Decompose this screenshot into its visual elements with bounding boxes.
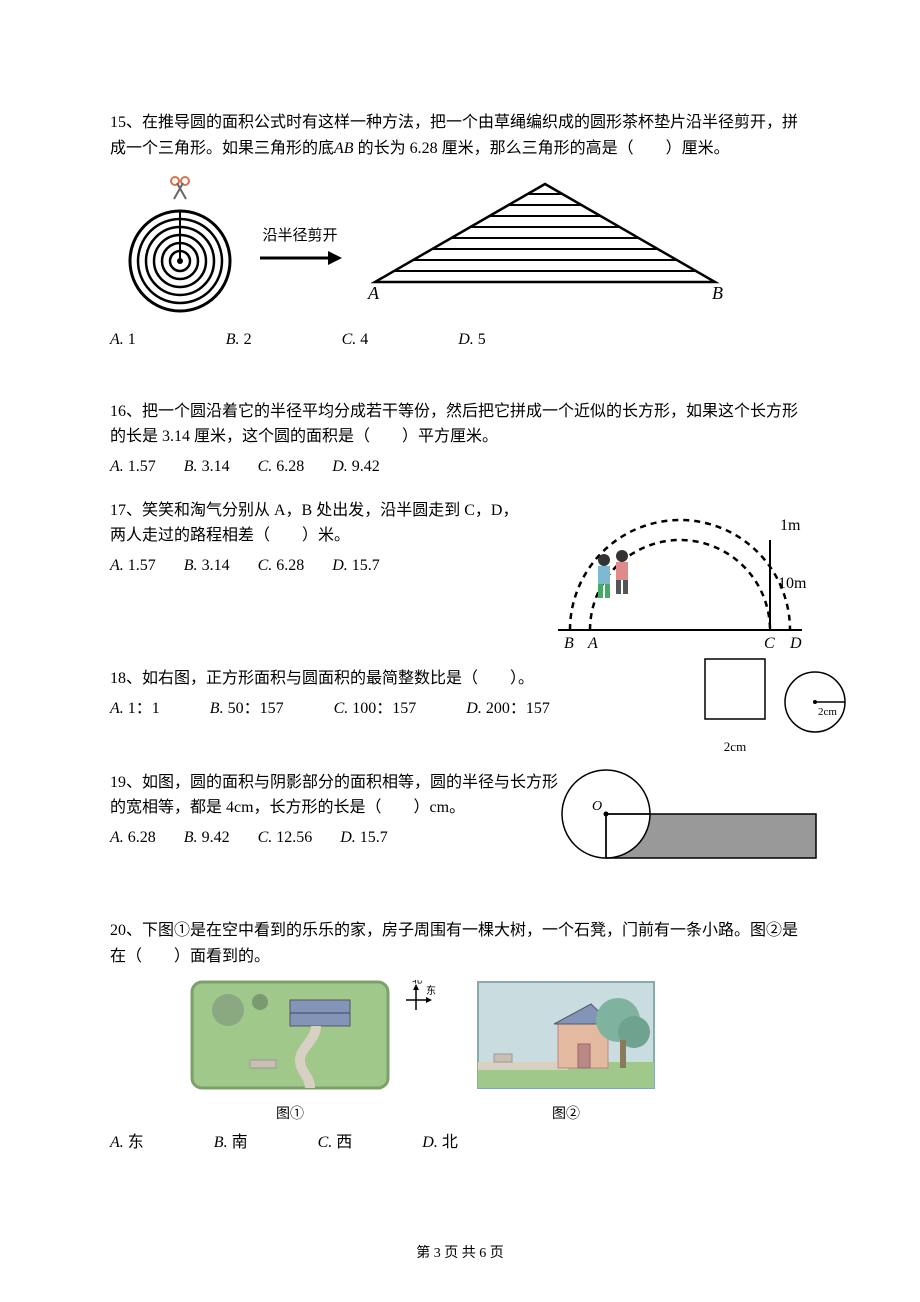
svg-text:A: A: [587, 635, 598, 650]
q15-opt-b: B. 2: [226, 327, 252, 353]
q19-figure: O: [530, 766, 820, 875]
q17-figure: 1m 10m B A C D: [540, 490, 830, 659]
q20-text: 20、下图①是在空中看到的乐乐的家，房子周围有一棵大树，一个石凳，门前有一条小路…: [110, 918, 810, 969]
circle-rect-icon: O: [530, 766, 820, 866]
q20-fig2-block: 图②: [476, 980, 656, 1127]
q19-opt-b: B. 9.42: [184, 825, 230, 851]
q17-opt-b: B. 3.14: [184, 553, 230, 579]
q19-opt-d: D. 15.7: [340, 825, 388, 851]
question-16: 16、把一个圆沿着它的半径平均分成若干等份，然后把它拼成一个近似的长方形，如果这…: [110, 399, 810, 480]
q15-opt-d: D. 5: [458, 327, 486, 353]
side-view-icon: [476, 980, 656, 1090]
svg-text:1m: 1m: [780, 517, 801, 534]
q17-opt-c: C. 6.28: [258, 553, 305, 579]
q18-opt-a: A. 1：1: [110, 696, 160, 722]
q15-figure: 沿半径剪开 A: [110, 171, 810, 321]
q15-options: A. 1 B. 2 C. 4 D. 5: [110, 327, 810, 353]
triangle-icon: A B: [350, 179, 740, 304]
circle-icon: 2cm: [780, 667, 850, 737]
question-15: 15、在推导圆的面积公式时有这样一种方法，把一个由草绳编织成的圆形茶杯垫片沿半径…: [110, 110, 810, 353]
q16-opt-a: A. 1.57: [110, 454, 156, 480]
svg-text:B: B: [564, 635, 574, 650]
svg-text:10m: 10m: [778, 575, 807, 592]
svg-text:A: A: [367, 283, 380, 303]
q15-text: 15、在推导圆的面积公式时有这样一种方法，把一个由草绳编织成的圆形茶杯垫片沿半径…: [110, 110, 810, 161]
q16-opt-c: C. 6.28: [258, 454, 305, 480]
q15-opt-a: A. 1: [110, 327, 136, 353]
kid-icon: [598, 554, 610, 598]
semicircle-icon: 1m 10m B A C D: [540, 490, 830, 650]
q20-opt-b: B. 南: [214, 1130, 248, 1156]
q20-fig1-block: 图① 北 东: [190, 980, 436, 1127]
q15-mid: 的长为 6.28 厘米，那么三角形的高是（ ）厘米。: [354, 140, 730, 157]
svg-text:D: D: [789, 635, 802, 650]
q20-cap2: 图②: [476, 1104, 656, 1126]
q18-text: 18、如右图，正方形面积与圆面积的最简整数比是（ ）。: [110, 666, 670, 692]
svg-text:O: O: [592, 799, 602, 814]
kid-icon: [616, 550, 628, 594]
q17-opt-a: A. 1.57: [110, 553, 156, 579]
page-footer: 第 3 页 共 6 页: [0, 1242, 920, 1262]
svg-text:B: B: [712, 283, 723, 303]
q17-text: 17、笑笑和淘气分别从 A，B 处出发，沿半圆走到 C，D，两人走过的路程相差（…: [110, 498, 530, 549]
q20-figures: 图① 北 东: [190, 980, 810, 1127]
q15-ab: AB: [334, 140, 354, 157]
arrow-block: 沿半径剪开: [258, 224, 342, 268]
circle-block: 2cm: [780, 667, 850, 746]
square-label: 2cm: [700, 737, 770, 758]
q16-text: 16、把一个圆沿着它的半径平均分成若干等份，然后把它拼成一个近似的长方形，如果这…: [110, 399, 810, 450]
q20-opt-c: C. 西: [318, 1130, 353, 1156]
q19-text: 19、如图，圆的面积与阴影部分的面积相等，圆的半径与长方形的宽相等，都是 4cm…: [110, 770, 570, 821]
q18-opt-d: D. 200：157: [466, 696, 550, 722]
q16-opt-b: B. 3.14: [184, 454, 230, 480]
square-block: 2cm: [700, 654, 770, 757]
q16-options: A. 1.57 B. 3.14 C. 6.28 D. 9.42: [110, 454, 810, 480]
q16-opt-d: D. 9.42: [332, 454, 380, 480]
q19-opt-c: C. 12.56: [258, 825, 313, 851]
question-19: 19、如图，圆的面积与阴影部分的面积相等，圆的半径与长方形的宽相等，都是 4cm…: [110, 770, 810, 901]
q19-opt-a: A. 6.28: [110, 825, 156, 851]
top-view-icon: [190, 980, 390, 1090]
compass-n: 北: [412, 980, 422, 986]
svg-text:2cm: 2cm: [818, 706, 837, 718]
scissors-icon: [171, 177, 189, 199]
question-17: 17、笑笑和淘气分别从 A，B 处出发，沿半圆走到 C，D，两人走过的路程相差（…: [110, 498, 810, 649]
q17-options: A. 1.57 B. 3.14 C. 6.28 D. 15.7: [110, 553, 530, 579]
compass-e: 东: [426, 984, 436, 997]
q19-options: A. 6.28 B. 9.42 C. 12.56 D. 15.7: [110, 825, 570, 851]
coil-icon: [110, 171, 250, 321]
q15-opt-c: C. 4: [342, 327, 369, 353]
svg-text:C: C: [764, 635, 775, 650]
compass-icon: 北 东: [396, 980, 436, 1020]
arrow-label: 沿半径剪开: [262, 224, 337, 248]
q18-opt-b: B. 50：157: [210, 696, 284, 722]
q20-options: A. 东 B. 南 C. 西 D. 北: [110, 1130, 810, 1156]
arrow-right-icon: [258, 248, 342, 268]
q18-options: A. 1：1 B. 50：157 C. 100：157 D. 200：157: [110, 696, 670, 722]
question-18: 18、如右图，正方形面积与圆面积的最简整数比是（ ）。 A. 1：1 B. 50…: [110, 666, 810, 751]
q20-opt-a: A. 东: [110, 1130, 144, 1156]
q17-opt-d: D. 15.7: [332, 553, 380, 579]
q18-figure: 2cm 2cm: [700, 654, 850, 757]
q18-opt-c: C. 100：157: [334, 696, 417, 722]
q20-cap1: 图①: [190, 1104, 390, 1126]
square-icon: [700, 654, 770, 724]
q20-opt-d: D. 北: [422, 1130, 458, 1156]
triangle-block: A B: [350, 179, 740, 313]
question-20: 20、下图①是在空中看到的乐乐的家，房子周围有一棵大树，一个石凳，门前有一条小路…: [110, 918, 810, 1156]
